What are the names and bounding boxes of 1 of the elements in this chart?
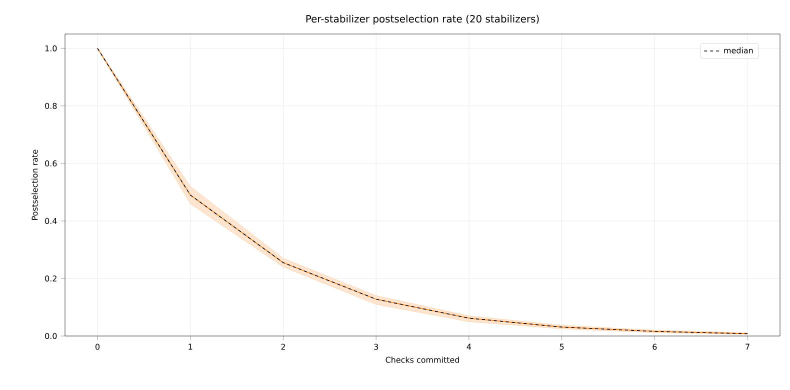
- chart-title: Per-stabilizer postselection rate (20 stabilizers): [306, 14, 539, 25]
